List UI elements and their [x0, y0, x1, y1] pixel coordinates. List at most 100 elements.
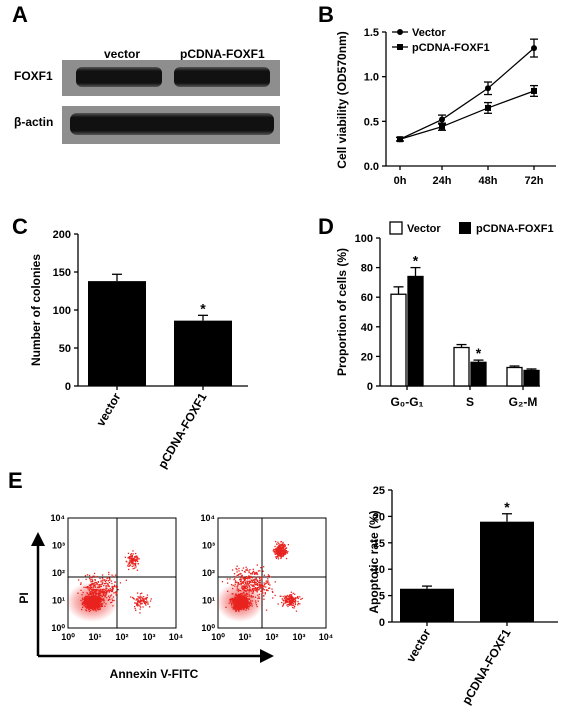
- flow-ytick-label: 10⁰: [51, 623, 65, 633]
- flow-dot: [96, 590, 98, 592]
- flow-dot: [108, 573, 110, 576]
- flow-xtick-label: 10²: [115, 632, 128, 642]
- flow-dot: [138, 600, 140, 602]
- flow-dot: [100, 605, 102, 607]
- flow-dot: [255, 604, 258, 606]
- flow-dot: [291, 594, 293, 596]
- flow-dot: [263, 566, 265, 568]
- flow-dot: [84, 575, 87, 577]
- flow-dot: [88, 584, 91, 586]
- flow-dot: [248, 598, 250, 600]
- flow-dot: [251, 590, 253, 592]
- flow-dot: [247, 586, 249, 589]
- flow-dot: [107, 585, 109, 587]
- flow-dot: [291, 601, 294, 603]
- flow-dot: [101, 603, 103, 605]
- flow-dot: [245, 594, 248, 596]
- flow-dot: [260, 584, 263, 586]
- flow-dot: [253, 570, 255, 572]
- panel-b-xticks: 0h 24h 48h 72h: [394, 166, 544, 187]
- flow-dot: [136, 569, 139, 571]
- flow-dot: [281, 601, 283, 604]
- flow-dot: [287, 597, 289, 599]
- flow-dot: [256, 590, 258, 592]
- flow-dot: [252, 585, 254, 587]
- flow-dot: [238, 589, 240, 591]
- blot-foxf1: [62, 60, 280, 96]
- flow-dot: [244, 583, 247, 585]
- flow-dot: [244, 577, 246, 579]
- flow-dot: [97, 609, 100, 611]
- flow-xlabel: Annexin V-FITC: [110, 667, 199, 681]
- flow-dot: [93, 572, 96, 575]
- flow-dot: [252, 588, 254, 590]
- flow-dot: [242, 598, 244, 600]
- flow-dot: [136, 555, 138, 557]
- flow-dot: [88, 588, 91, 590]
- flow-dot: [238, 593, 240, 596]
- flow-dot: [251, 572, 254, 574]
- flow-dot: [83, 605, 86, 607]
- flow-dot: [140, 606, 142, 608]
- flow-dot: [267, 576, 269, 578]
- flow-dot: [238, 583, 240, 585]
- flow-dot: [236, 601, 238, 603]
- flow-dot: [86, 592, 88, 594]
- flow-dot: [94, 600, 96, 603]
- flow-dot: [99, 596, 101, 598]
- flow-dot: [278, 549, 280, 551]
- flow-dot: [232, 584, 234, 587]
- flow-dot: [286, 601, 288, 603]
- flow-dot: [246, 581, 249, 583]
- flow-dot: [85, 606, 87, 608]
- flow-dot: [104, 594, 107, 596]
- flow-dot: [88, 610, 91, 613]
- flow-dot: [278, 552, 280, 554]
- flow-dot: [237, 601, 240, 603]
- flow-dot: [277, 552, 279, 554]
- panel-c-bar: [174, 320, 232, 386]
- flow-dot: [292, 606, 294, 609]
- flow-dot: [276, 552, 278, 554]
- flow-dot: [142, 598, 145, 600]
- flow-dot: [92, 606, 94, 608]
- flow-dot: [99, 589, 101, 592]
- panel-d-bar-vector: [453, 346, 470, 387]
- flow-dot: [278, 547, 280, 549]
- flow-dot: [237, 574, 239, 576]
- flow-dot: [84, 603, 86, 606]
- flow-dot: [86, 604, 89, 606]
- flow-dot: [92, 586, 94, 589]
- flow-dot: [285, 557, 288, 560]
- flow-dot: [129, 559, 131, 562]
- flow-dot: [297, 604, 299, 606]
- flow-dot: [97, 594, 100, 596]
- flow-x-arrowhead: [260, 649, 274, 663]
- flow-dot: [283, 546, 285, 548]
- flow-dot: [236, 587, 238, 589]
- flow-dot: [261, 590, 264, 592]
- flow-dot: [235, 593, 237, 595]
- flow-dot: [283, 549, 285, 552]
- flow-dot: [285, 598, 287, 600]
- flow-dot: [235, 600, 237, 602]
- flow-dot: [240, 594, 242, 596]
- flow-dot: [239, 580, 242, 583]
- flow-dot: [250, 576, 252, 578]
- flow-dot: [246, 607, 249, 609]
- flow-dot: [234, 606, 236, 608]
- flow-dot: [255, 573, 257, 575]
- flow-dot: [237, 582, 240, 584]
- flow-dot: [90, 594, 93, 596]
- flow-dot: [232, 601, 235, 603]
- flow-dot: [143, 599, 145, 601]
- flow-dot: [250, 590, 252, 592]
- flow-dot: [227, 590, 229, 592]
- flow-dot: [135, 559, 137, 561]
- flow-dot: [145, 597, 147, 599]
- flow-dot: [241, 592, 243, 595]
- flow-dot: [93, 595, 95, 598]
- panel-d-bar-vector: [390, 293, 407, 387]
- flow-dot: [255, 581, 257, 583]
- flow-dot: [95, 604, 97, 606]
